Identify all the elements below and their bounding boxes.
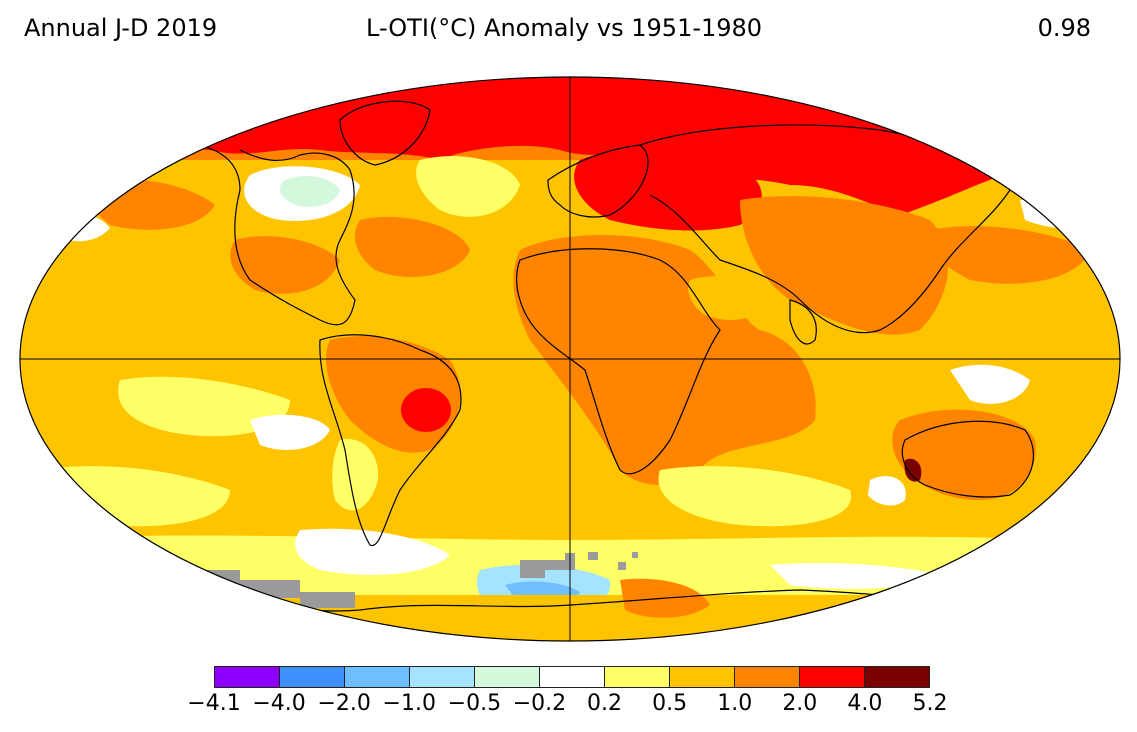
region-southern-ocean-white-east [770,563,940,589]
region-missing-data-island-a [588,552,598,560]
region-missing-data-island-c [632,552,638,558]
globe-outline [19,76,1121,642]
coast-north-america [149,139,356,326]
color-scale-label: 5.2 [912,691,948,716]
color-scale-swatch [865,667,929,687]
color-scale-swatch [215,667,280,687]
region-southern-ocean-white [295,528,450,575]
color-scale-label: −1.0 [382,691,436,716]
color-scale-label: 2.0 [782,691,818,716]
map-title-center: L-OTI(°C) Anomaly vs 1951-1980 [366,14,763,42]
color-scale-label: −2.0 [317,691,371,716]
region-siberia-extreme [860,84,1000,122]
color-scale-label: −4.1 [187,691,241,716]
color-scale-label: 1.0 [717,691,753,716]
region-missing-data-island-b [618,562,626,570]
color-scale-swatch [410,667,475,687]
color-scale-label: −0.5 [447,691,502,716]
anomaly-field [20,77,1120,641]
color-scale-bar [214,666,930,688]
region-andes-yellow [332,439,379,511]
region-missing-data-central [520,553,575,578]
color-scale-swatch [605,667,670,687]
region-brazil-hot [401,388,451,432]
color-scale-swatch [540,667,605,687]
region-australia-orange [892,409,1036,500]
coast-greenland [339,100,431,166]
region-us-orange [230,236,340,294]
temperature-anomaly-map [19,76,1121,642]
color-scale-labels: −4.1 −4.0 −2.0 −1.0 −0.5 −0.2 0.2 0.5 1.0 2.0 4.0 5… [187,690,947,720]
color-scale-swatch [475,667,540,687]
color-scale-label: 0.5 [652,691,688,716]
coast-india [789,299,817,345]
coast-europe [547,144,649,218]
coast-australia [901,420,1034,498]
region-north-atlantic-cool [416,156,520,217]
region-south-pacific-white [250,414,330,450]
region-arabia-yellow [688,276,770,320]
color-scale-label: 4.0 [847,691,883,716]
color-scale-swatch [670,667,735,687]
region-south-indian-yellow [658,466,852,527]
region-tropical-pacific-yellow [118,376,290,437]
region-west-pacific-white [950,364,1030,404]
color-scale-label: −0.2 [512,691,567,716]
coast-south-america [319,334,462,547]
coast-asia [639,124,1011,334]
color-scale-swatch [345,667,410,687]
coast-africa [516,248,721,475]
color-scale-label: −4.0 [252,691,306,716]
region-africa-orange [513,235,816,485]
region-labrador-cooler [279,175,340,207]
color-scale-swatch [735,667,800,687]
region-russia-hot [574,146,762,231]
map-title-left: Annual J-D 2019 [24,14,218,42]
region-se-pacific-white [868,476,906,506]
region-australia-hot [904,458,922,482]
region-n-atlantic-orange [355,216,470,278]
color-scale-swatch [800,667,865,687]
global-mean-value: 0.98 [1037,14,1091,42]
color-scale-swatch [280,667,345,687]
color-scale-label: 0.2 [587,691,623,716]
region-antarctic-hot-east [860,594,1020,629]
region-nw-pacific-orange [927,226,1090,284]
